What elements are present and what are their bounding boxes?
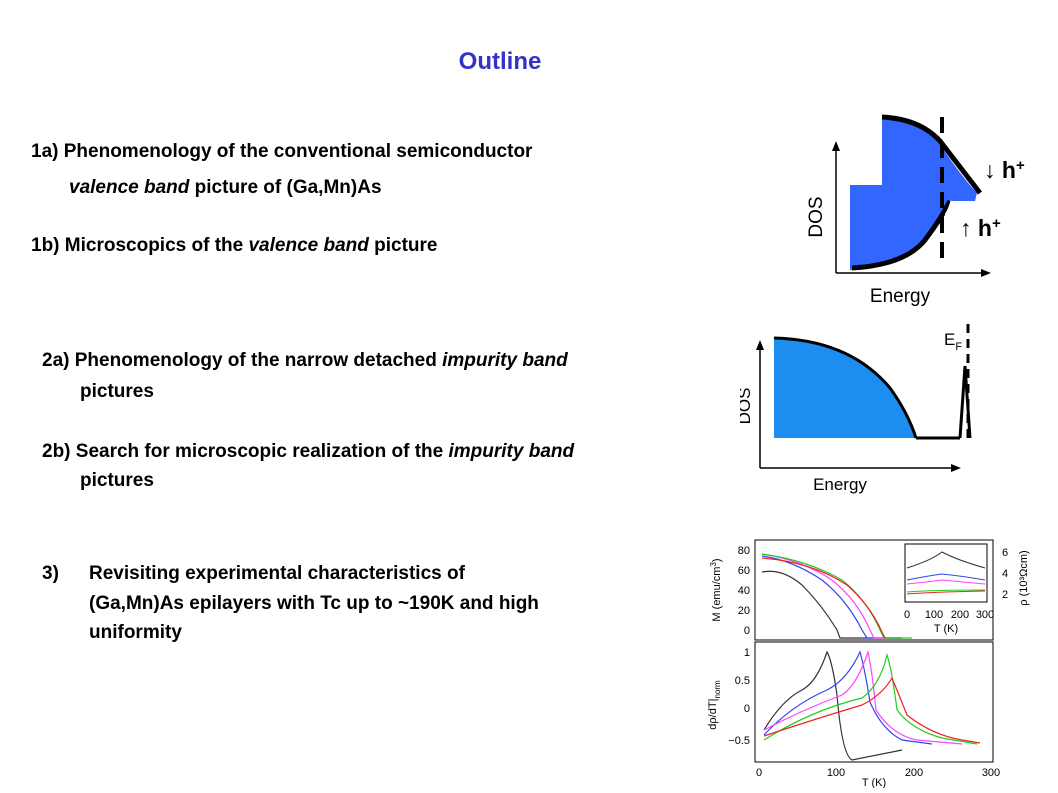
svg-text:0.5: 0.5	[735, 675, 750, 687]
item-1b: 1b) Microscopics of the valence band pic…	[31, 235, 438, 257]
m-curve-red	[761, 557, 886, 639]
item-3-line-1: Revisiting experimental characteristics …	[89, 563, 465, 584]
m-curve-blue	[761, 555, 902, 639]
rho-curve-green	[906, 589, 986, 593]
item-1a-rest: picture of (Ga,Mn)As	[189, 177, 382, 198]
inset-ylabel: ρ (10³Ωcm)	[1018, 550, 1030, 605]
m-curve-black	[761, 570, 902, 639]
svg-text:300: 300	[976, 609, 994, 621]
dos-band-fill	[774, 338, 916, 438]
svg-text:−0.5: −0.5	[728, 735, 750, 747]
rho-curve-magenta	[906, 579, 986, 585]
item-2b-prefix: 2b) Search for microscopic realization o…	[42, 441, 449, 462]
magnetization-yticks: 80 60 40 20 0	[738, 545, 750, 637]
svg-text:100: 100	[925, 609, 943, 621]
item-2a-prefix: 2a) Phenomenology of the narrow detached	[42, 350, 443, 371]
dos-majority-fill	[850, 117, 977, 270]
svg-text:40: 40	[738, 585, 750, 597]
item-1a-cont: valence band picture of (Ga,Mn)As	[69, 177, 382, 199]
item-1a-italic: valence band	[69, 177, 190, 198]
svg-text:100: 100	[827, 767, 845, 779]
derivative-panel-frame	[754, 641, 994, 763]
rho-curve-black	[906, 551, 986, 569]
arrow-up-label: ↑ h+	[960, 215, 1001, 241]
x-axis-arrow-icon	[981, 269, 991, 277]
dos-upper-curve	[881, 114, 982, 195]
page-title: Outline	[458, 48, 542, 75]
rho-curve-red	[906, 590, 986, 595]
m-curve-green	[761, 553, 912, 639]
inset-xticks: 0 100 200 300	[904, 609, 994, 621]
m-curve-magenta	[761, 553, 902, 639]
item-2a: 2a) Phenomenology of the narrow detached…	[42, 350, 568, 372]
derivative-xlabel: T (K)	[862, 777, 886, 788]
svg-text:200: 200	[951, 609, 969, 621]
d-curve-blue	[763, 650, 933, 745]
item-2b-cont: pictures	[80, 470, 154, 491]
svg-text:0: 0	[756, 767, 762, 779]
magnetization-panel-frame	[754, 539, 994, 641]
inset-xlabel: T (K)	[934, 623, 958, 635]
svg-text:300: 300	[982, 767, 1000, 779]
energy-xlabel-2: Energy	[813, 475, 867, 494]
d-curve-green	[763, 652, 978, 745]
dos-gap-arc	[944, 200, 954, 216]
magnetization-ylabel: M (emu/cm3)	[709, 558, 723, 621]
svg-text:200: 200	[905, 767, 923, 779]
svg-text:20: 20	[738, 605, 750, 617]
energy-xlabel: Energy	[870, 286, 931, 307]
svg-text:0: 0	[744, 625, 750, 637]
svg-text:0: 0	[744, 703, 750, 715]
item-3-line-2: (Ga,Mn)As epilayers with Tc up to ~190K …	[89, 593, 539, 614]
derivative-yticks: 1 0.5 0 −0.5	[728, 647, 750, 747]
x-axis-arrow-icon-2	[951, 464, 961, 472]
rho-curve-blue	[906, 573, 986, 581]
item-3-number: 3)	[42, 563, 59, 584]
y-axis-arrow-icon-2	[756, 340, 764, 350]
svg-text:4: 4	[1002, 568, 1008, 580]
item-2a-cont: pictures	[80, 381, 154, 402]
dos-ylabel-2: DOS	[740, 388, 754, 425]
svg-text:2: 2	[1002, 589, 1008, 601]
y-axis-arrow-icon	[832, 141, 840, 151]
dos-lower-curve	[851, 199, 953, 271]
fermi-label: EF	[944, 330, 962, 353]
svg-text:80: 80	[738, 545, 750, 557]
inset-yticks: 6 4 2	[1002, 547, 1008, 601]
valence-band-dos-figure: DOS Energy ↓ h+ ↑ h+	[800, 105, 1055, 310]
dos-ylabel: DOS	[806, 196, 827, 237]
svg-text:0: 0	[904, 609, 910, 621]
impurity-band-dos-figure: DOS Energy EF	[735, 318, 985, 498]
item-2b: 2b) Search for microscopic realization o…	[42, 441, 574, 463]
item-2a-italic: impurity band	[442, 350, 568, 371]
derivative-xticks: 0 100 200 300	[756, 767, 1000, 779]
item-2b-italic: impurity band	[448, 441, 575, 462]
derivative-ylabel: dρ/dT|norm	[707, 680, 722, 730]
item-1b-rest: picture	[368, 235, 438, 256]
svg-text:6: 6	[1002, 547, 1008, 559]
d-curve-black	[763, 650, 903, 761]
dos-band-outline	[773, 336, 918, 439]
item-1a: 1a) Phenomenology of the conventional se…	[31, 141, 532, 163]
item-3-line-3: uniformity	[89, 622, 182, 643]
arrow-down-label: ↓ h+	[984, 157, 1025, 183]
item-1b-prefix: 1b) Microscopics of the	[31, 235, 249, 256]
svg-text:60: 60	[738, 565, 750, 577]
experimental-data-figure: 80 60 40 20 0 M (emu/cm3) 0 100 200 300 …	[702, 530, 1054, 789]
d-curve-red	[763, 676, 981, 744]
item-1a-text: 1a) Phenomenology of the conventional se…	[31, 141, 533, 162]
item-1b-italic: valence band	[248, 235, 369, 256]
d-curve-magenta	[763, 649, 963, 745]
svg-text:1: 1	[744, 647, 750, 659]
